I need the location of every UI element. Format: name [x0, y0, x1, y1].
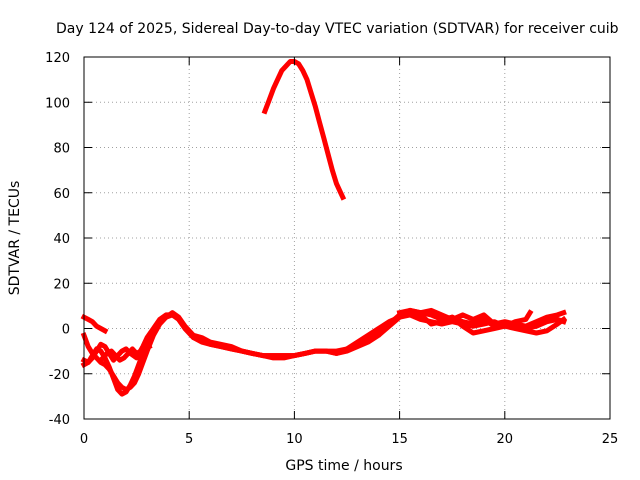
y-tick-label: -40 [49, 413, 70, 428]
x-tick-label: 5 [185, 432, 193, 447]
y-tick-label: 120 [45, 51, 70, 66]
plot-frame [83, 56, 611, 420]
grid [84, 57, 610, 419]
chart-title: Day 124 of 2025, Sidereal Day-to-day VTE… [56, 21, 619, 37]
series-line-arc-7 [261, 59, 347, 201]
y-tick-label: -20 [49, 368, 70, 383]
series-line-arc-1 [80, 313, 109, 335]
x-tick-label: 10 [286, 432, 303, 447]
y-tick-label: 60 [53, 187, 70, 202]
series-line-arc-6 [396, 307, 534, 336]
y-tick-label: 40 [53, 232, 70, 247]
y-tick-label: 100 [45, 96, 70, 111]
x-tick-label: 15 [391, 432, 408, 447]
series-line-arc-5 [99, 343, 153, 363]
x-tick-label: 25 [602, 432, 619, 447]
ticks [83, 56, 611, 420]
y-tick-label: 0 [62, 323, 70, 338]
y-tick-label: 80 [53, 142, 70, 157]
tick-labels: 0 5 10 15 20 25 -40 -20 0 20 40 60 80 100 120 [45, 51, 618, 447]
data-series [80, 59, 568, 397]
x-axis-title: GPS time / hours [285, 458, 402, 474]
x-tick-label: 20 [497, 432, 514, 447]
y-tick-label: 20 [53, 277, 70, 292]
y-axis-title: SDTVAR / TECUs [7, 181, 23, 296]
series-line-arc-4 [80, 307, 567, 365]
x-tick-label: 0 [80, 432, 88, 447]
